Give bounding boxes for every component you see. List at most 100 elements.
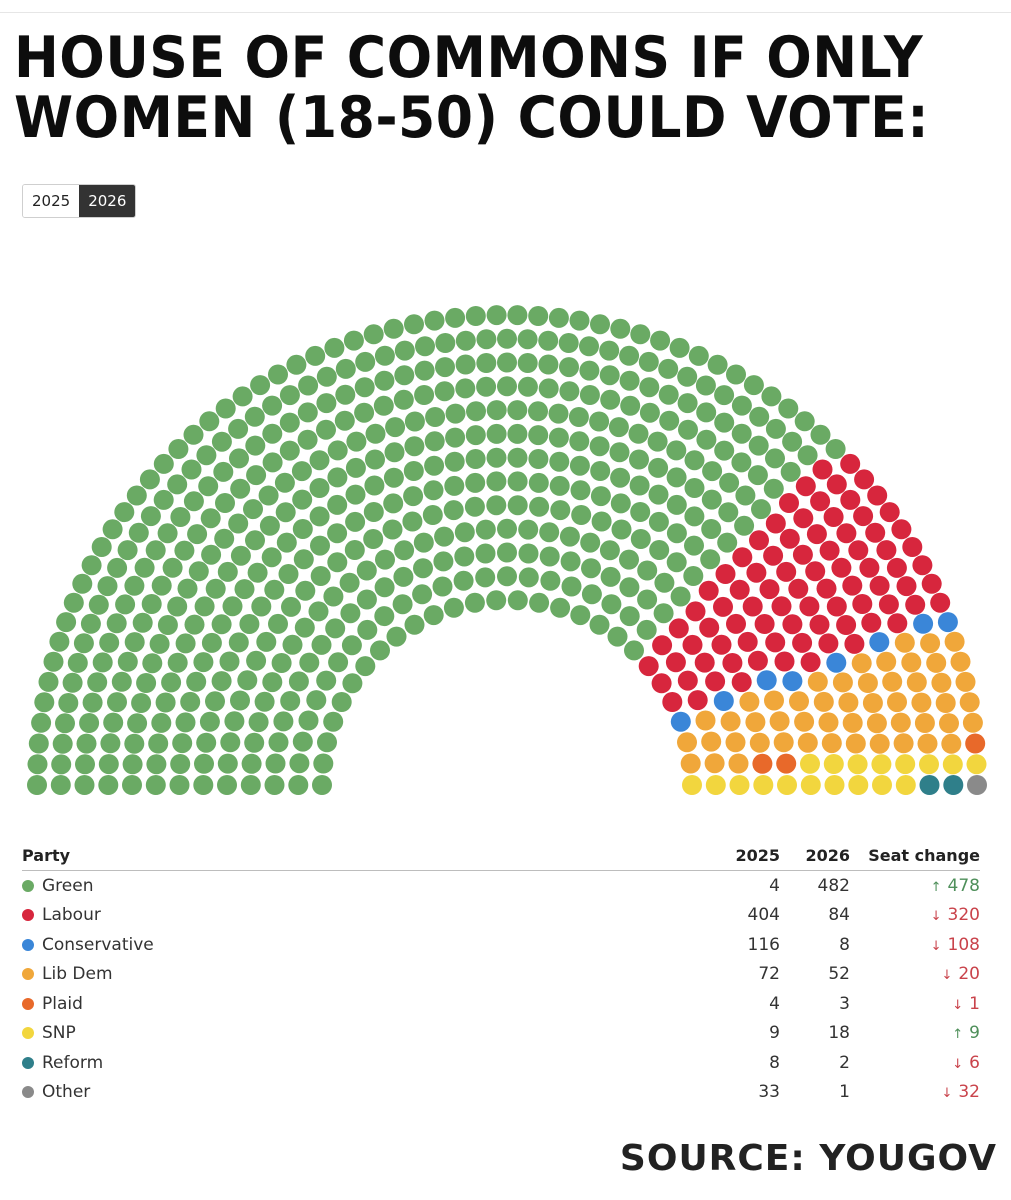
arrow-down-icon: ↓	[952, 1056, 964, 1072]
seat-dot-green	[507, 423, 528, 444]
seat-dot-green	[666, 552, 687, 573]
seat-dot-labour	[779, 493, 799, 513]
seat-dot-green	[590, 486, 611, 507]
seat-dot-green	[100, 733, 121, 754]
seat-dot-green	[327, 467, 348, 488]
seat-dot-green	[124, 632, 145, 653]
seat-dot-green	[497, 542, 517, 563]
seat-dot-green	[76, 733, 97, 754]
seat-dot-green	[306, 690, 327, 711]
year-button-2026[interactable]: 2026	[79, 185, 136, 217]
seat-dot-lib-dem	[906, 672, 927, 693]
seat-dot-green	[139, 469, 160, 490]
seat-dot-other	[967, 775, 987, 795]
seat-dot-green	[569, 431, 590, 452]
seat-dot-green	[279, 412, 300, 433]
seat-dot-green	[403, 461, 424, 481]
seat-dot-labour	[805, 561, 826, 582]
seat-dot-green	[309, 506, 330, 527]
seat-dot-labour	[886, 557, 907, 578]
seat-dot-green	[393, 566, 414, 587]
seat-dot-green	[67, 652, 88, 673]
seat-dot-snp	[823, 754, 844, 774]
seat-dot-green	[193, 775, 214, 795]
seat-dot-green	[199, 411, 220, 432]
seat-dot-green	[246, 465, 267, 486]
seat-dot-labour	[705, 671, 726, 692]
seat-dot-green	[309, 450, 330, 471]
seat-dot-green	[268, 364, 288, 385]
seat-dot-green	[186, 671, 207, 692]
year-button-2025[interactable]: 2025	[23, 185, 80, 217]
seat-dot-green	[464, 496, 485, 517]
seat-dot-green	[778, 398, 799, 419]
seat-dot-green	[122, 775, 142, 795]
seat-dot-labour	[816, 578, 837, 599]
seat-dot-green	[743, 375, 764, 396]
seat-dot-labour	[812, 459, 833, 480]
seat-dot-green	[261, 547, 282, 568]
seat-dot-labour	[759, 579, 780, 600]
seat-dot-green	[497, 352, 517, 373]
seat-dot-green	[445, 427, 466, 448]
seat-dot-green	[550, 500, 571, 521]
seat-dot-green	[323, 711, 344, 732]
seat-dot-green	[624, 640, 644, 661]
party-color-dot	[22, 909, 34, 922]
seat-dot-green	[476, 353, 497, 373]
seat-dot-green	[325, 618, 346, 639]
seat-dot-green	[435, 357, 455, 378]
seat-dot-green	[700, 549, 721, 570]
seat-dot-green	[87, 672, 108, 693]
seat-dot-green	[670, 586, 691, 607]
seat-dot-labour	[713, 596, 733, 617]
seat-change: ↓ 32	[850, 1082, 980, 1102]
seat-dot-green	[550, 597, 571, 618]
seat-dot-labour	[731, 672, 752, 693]
seat-dot-conservative	[782, 671, 803, 692]
seat-dot-labour	[800, 652, 821, 673]
seat-dot-green	[194, 753, 214, 774]
seat-dot-green	[707, 354, 728, 375]
seat-dot-green	[695, 375, 716, 396]
seat-dot-green	[589, 614, 610, 635]
seat-dot-green	[422, 505, 443, 525]
seat-dot-green	[497, 328, 517, 349]
seat-dot-green	[49, 631, 70, 652]
seat-dot-conservative	[913, 613, 934, 634]
seat-dot-green	[148, 733, 169, 754]
seat-dot-labour	[930, 592, 951, 613]
seat-dot-green	[714, 385, 735, 406]
seat-dot-green	[601, 594, 622, 615]
seat-dot-lib-dem	[851, 653, 872, 674]
seat-dot-green	[224, 711, 245, 732]
seat-dot-lib-dem	[950, 651, 971, 672]
seat-dot-snp	[919, 754, 939, 775]
seat-dot-green	[654, 572, 675, 593]
table-row: Lib Dem 72 52 ↓ 20	[22, 960, 980, 990]
seat-dot-green	[365, 423, 386, 444]
seat-dot-green	[193, 652, 214, 673]
seat-dot-green	[402, 511, 423, 532]
seat-dot-lib-dem	[739, 691, 760, 712]
seat-dot-green	[335, 358, 356, 379]
seat-dot-labour	[711, 634, 732, 655]
seat-dot-green	[434, 526, 455, 547]
seat-dot-green	[34, 692, 55, 713]
seat-dot-snp	[682, 775, 702, 795]
seat-dot-green	[658, 384, 679, 405]
seat-dot-green	[570, 605, 591, 626]
seat-dot-green	[229, 448, 249, 469]
seat-dot-green	[549, 451, 570, 472]
seat-dot-labour	[819, 540, 840, 561]
seat-dot-green	[599, 540, 620, 561]
seat-dot-green	[244, 732, 265, 753]
seat-dot-green	[569, 455, 590, 476]
seat-dot-green	[141, 594, 162, 614]
seat-dot-green	[259, 515, 280, 536]
seat-dot-labour	[685, 601, 706, 622]
seat-dot-green	[174, 540, 195, 561]
seat-dot-green	[219, 651, 240, 672]
seat-dot-green	[128, 522, 149, 543]
seat-change: ↓ 20	[850, 964, 980, 984]
